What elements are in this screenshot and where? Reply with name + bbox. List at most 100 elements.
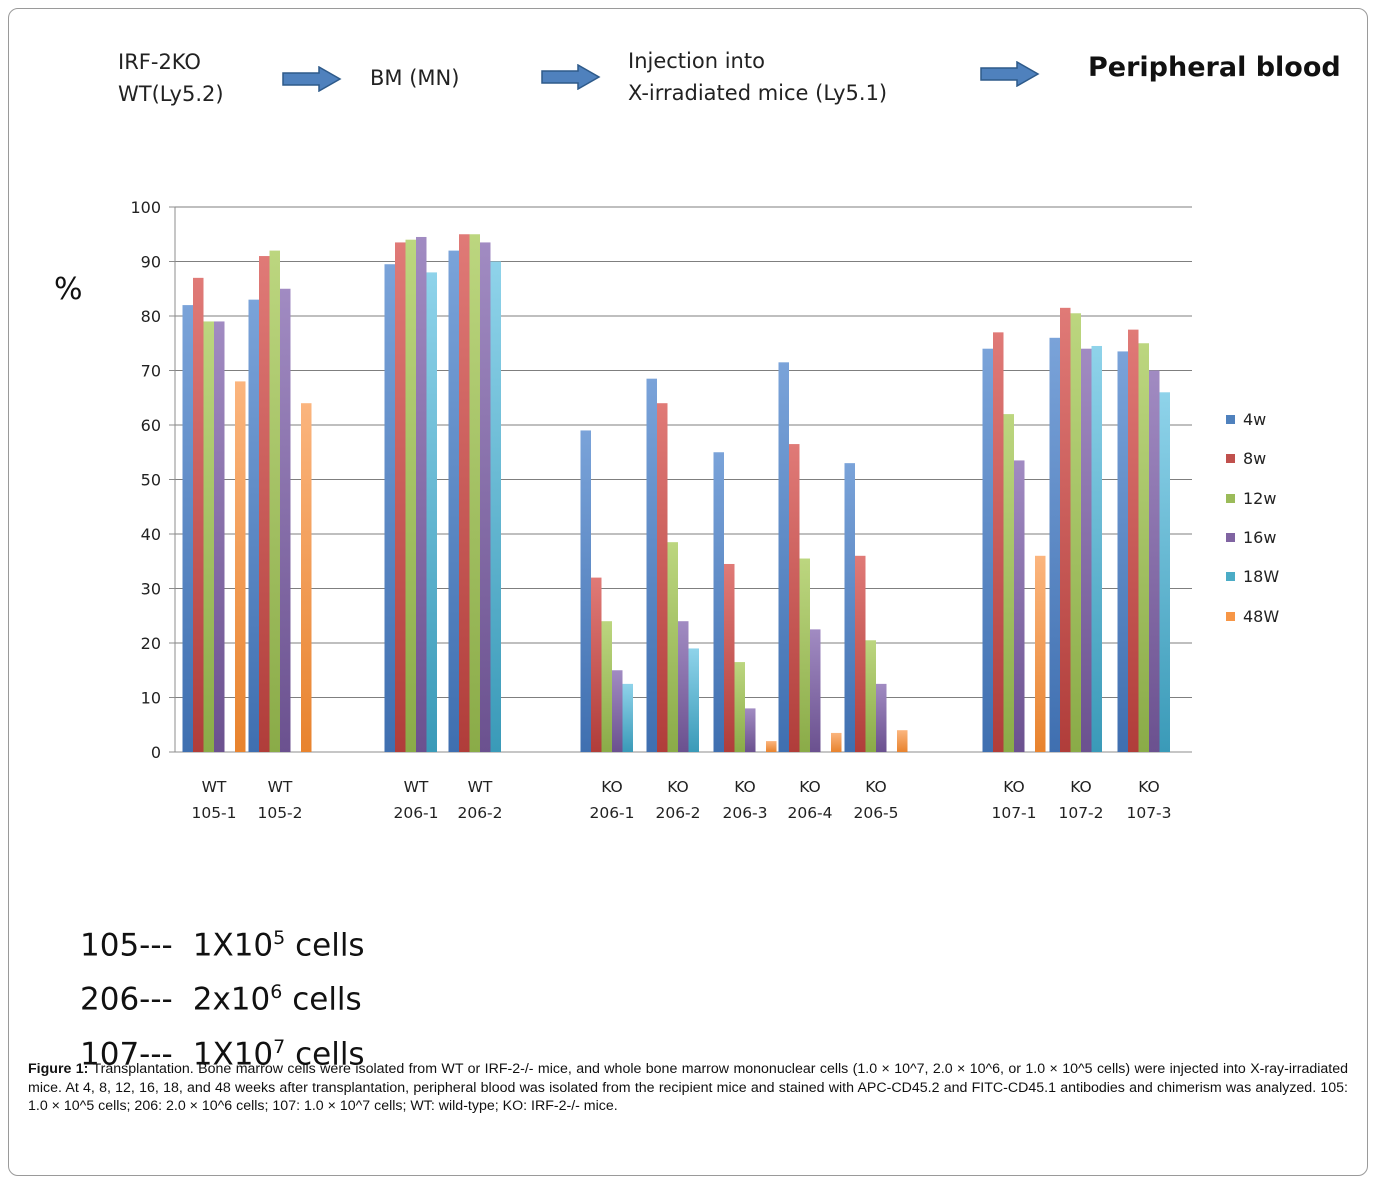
y-tick-label: 30 — [141, 580, 161, 599]
legend-label: 4w — [1243, 410, 1267, 430]
bar-4w-9 — [844, 463, 855, 752]
bar-18w-3 — [426, 272, 437, 752]
bar-16w-11 — [1081, 348, 1092, 752]
flow-step-source-line1: IRF-2KO — [118, 50, 201, 74]
caption-label: Figure 1: — [28, 1061, 89, 1077]
x-tick-label-line2: 107-3 — [1126, 804, 1171, 822]
bar-18w-11 — [1091, 345, 1102, 752]
flow-step-source: IRF-2KO WT(Ly5.2) — [118, 46, 224, 110]
dose-base: 1X10 — [192, 1035, 274, 1072]
dose-code: 107--- — [80, 1035, 173, 1072]
bar-8w-12 — [1128, 329, 1139, 752]
legend-item-48w: 48W — [1226, 596, 1336, 635]
x-tick-label-line1: KO — [1070, 778, 1092, 796]
bar-16w-7 — [745, 708, 756, 752]
y-tick-label: 0 — [151, 743, 161, 762]
caption-text: Transplantation. Bone marrow cells were … — [28, 1061, 1348, 1114]
bar-12w-6 — [667, 542, 678, 752]
bar-48w-7 — [766, 741, 777, 752]
bar-12w-10 — [1003, 414, 1014, 752]
bar-4w-1 — [182, 305, 193, 752]
bar-4w-3 — [384, 264, 395, 752]
bar-4w-6 — [646, 378, 657, 752]
x-tick-label-line1: KO — [667, 778, 689, 796]
bar-16w-8 — [810, 629, 821, 752]
x-tick-label-line1: WT — [202, 778, 227, 796]
x-tick-label-line1: KO — [799, 778, 821, 796]
bar-48w-2 — [301, 403, 312, 752]
x-tick-label-line2: 107-2 — [1058, 804, 1103, 822]
legend-item-8w: 8w — [1226, 439, 1336, 478]
bar-4w-5 — [580, 430, 591, 752]
bar-8w-8 — [789, 444, 800, 752]
bar-8w-10 — [993, 332, 1004, 752]
legend-swatch — [1226, 611, 1235, 621]
legend-item-12w: 12w — [1226, 479, 1336, 518]
dose-exponent: 5 — [273, 927, 286, 949]
x-tick-label-line2: 206-2 — [457, 804, 502, 822]
x-tick-label-line1: KO — [1003, 778, 1025, 796]
bar-8w-9 — [855, 555, 866, 752]
flow-arrow-1-icon — [282, 66, 342, 92]
bar-4w-2 — [248, 299, 259, 752]
cell-dose-row: 105--- 1X105 cells — [80, 915, 365, 969]
dose-code: 105--- — [80, 927, 173, 964]
legend-item-18w: 18W — [1226, 557, 1336, 596]
flow-step-peripheral-blood: Peripheral blood — [1088, 52, 1341, 83]
bar-16w-10 — [1014, 460, 1025, 752]
bar-4w-4 — [448, 250, 459, 752]
bar-8w-5 — [591, 577, 602, 752]
y-tick-label: 90 — [141, 253, 161, 272]
x-tick-label-line2: 105-1 — [191, 804, 236, 822]
chart-legend: 4w 8w 12w 16w 18W 48W — [1226, 400, 1336, 636]
bar-16w-12 — [1149, 370, 1160, 752]
flow-step-injection-line2: X-irradiated mice (Ly5.1) — [628, 81, 888, 105]
bar-18w-6 — [688, 648, 699, 752]
x-tick-label-line2: 206-1 — [393, 804, 438, 822]
bar-8w-1 — [193, 277, 204, 752]
bar-16w-6 — [678, 621, 689, 752]
x-tick-label-line2: 206-2 — [655, 804, 700, 822]
dose-exponent: 6 — [270, 981, 283, 1004]
y-axis-unit-label: % — [54, 272, 83, 307]
bar-4w-12 — [1117, 351, 1128, 752]
legend-swatch — [1226, 493, 1235, 503]
x-tick-label-line1: WT — [468, 778, 493, 796]
legend-swatch — [1226, 572, 1235, 582]
dose-unit: cells — [292, 981, 362, 1018]
x-tick-label-line2: 206-5 — [853, 804, 898, 822]
legend-label: 16w — [1243, 528, 1277, 548]
bar-12w-4 — [469, 234, 480, 752]
dose-unit: cells — [295, 927, 365, 964]
bar-48w-10 — [1035, 555, 1046, 752]
bar-12w-5 — [601, 621, 612, 752]
bar-8w-7 — [724, 563, 735, 752]
bar-12w-11 — [1070, 313, 1081, 752]
chart-gridlines — [174, 206, 1192, 753]
bar-18w-5 — [622, 683, 633, 752]
x-tick-label-line1: KO — [1138, 778, 1160, 796]
x-tick-label-line2: 206-3 — [722, 804, 767, 822]
bar-4w-7 — [713, 452, 724, 752]
bar-4w-10 — [982, 348, 993, 752]
bar-8w-6 — [657, 403, 668, 752]
flow-step-injection: Injection into X-irradiated mice (Ly5.1) — [628, 45, 887, 109]
bar-12w-2 — [269, 250, 280, 752]
bar-chart: 0 10 20 30 40 50 60 70 80 90 100 WT 105-1 WT 105-2 WT 2… — [130, 198, 1192, 822]
bar-16w-3 — [416, 236, 427, 753]
dose-base: 2x10 — [192, 981, 271, 1018]
y-tick-label: 80 — [141, 307, 161, 326]
bar-12w-9 — [865, 640, 876, 752]
y-tick-label: 60 — [141, 416, 161, 435]
x-tick-label-line2: 206-1 — [589, 804, 634, 822]
bar-8w-4 — [459, 234, 470, 752]
flow-arrow-2-icon — [541, 64, 601, 90]
bar-18w-12 — [1159, 392, 1170, 752]
x-tick-label-line2: 107-1 — [991, 804, 1036, 822]
y-axis-ticks: 0 10 20 30 40 50 60 70 80 90 100 — [130, 198, 175, 762]
bar-16w-1 — [214, 321, 225, 752]
bar-12w-12 — [1138, 343, 1149, 752]
legend-label: 8w — [1243, 449, 1267, 469]
bar-12w-7 — [734, 662, 745, 752]
x-tick-label-line2: 206-4 — [787, 804, 832, 822]
